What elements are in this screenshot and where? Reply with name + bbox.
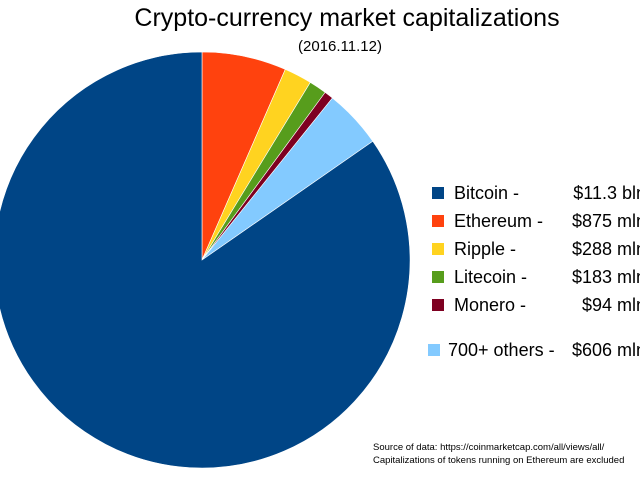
- legend-item-ethereum: Ethereum - $875 mln: [432, 210, 640, 232]
- legend-value: $11.3 bln: [573, 183, 640, 203]
- legend-label: Monero -: [454, 295, 527, 315]
- legend-label: Bitcoin -: [454, 183, 520, 203]
- legend-item-monero: Monero - $94 mln: [432, 294, 640, 316]
- chart-subtitle: (2016.11.12): [298, 38, 382, 55]
- legend-swatch: [432, 215, 444, 227]
- pie-slice-bitcoin: [0, 51, 411, 469]
- legend-swatch: [432, 299, 444, 311]
- legend-swatch: [428, 344, 440, 356]
- legend-swatch: [432, 271, 444, 283]
- chart-title: Crypto-currency market capitalizations: [134, 4, 560, 32]
- legend-item-litecoin: Litecoin - $183 mln: [432, 266, 640, 288]
- legend-label: Ethereum -: [454, 211, 544, 231]
- legend-swatch: [432, 187, 444, 199]
- legend-item-ripple: Ripple - $288 mln: [432, 238, 640, 260]
- legend-value: $875 mln: [571, 211, 640, 231]
- exclusion-note: Capitalizations of tokens running on Eth…: [373, 455, 625, 466]
- legend-value: $288 mln: [571, 239, 640, 259]
- legend-item-others: 700+ others - $606 mln: [428, 339, 640, 361]
- legend-label: 700+ others -: [448, 340, 555, 360]
- legend-item-bitcoin: Bitcoin - $11.3 bln: [432, 182, 640, 204]
- legend-label: Ripple -: [454, 239, 517, 259]
- legend-label: Litecoin -: [454, 267, 528, 287]
- legend-value: $183 mln: [571, 267, 640, 287]
- legend-value: $94 mln: [581, 295, 640, 315]
- legend-value: $606 mln: [571, 340, 640, 360]
- source-note: Source of data: https://coinmarketcap.co…: [373, 442, 605, 453]
- legend-swatch: [432, 243, 444, 255]
